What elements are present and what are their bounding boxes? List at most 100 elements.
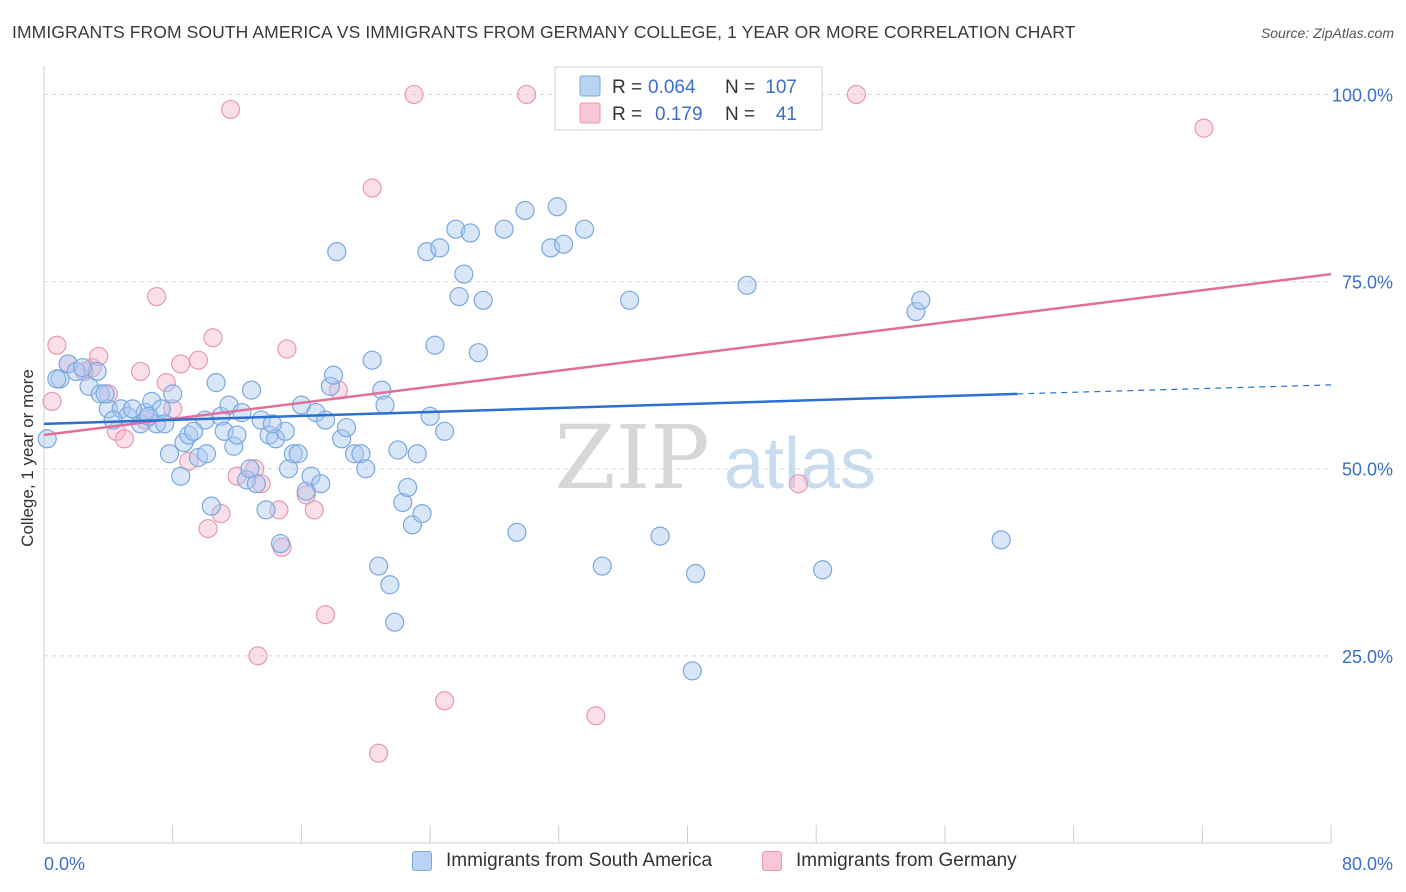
germany-point-15 bbox=[179, 451, 199, 471]
south-america-point-53 bbox=[336, 417, 357, 438]
legend-r-value-blue: 0.064 bbox=[648, 77, 696, 98]
south-america-point-13 bbox=[142, 391, 162, 411]
germany-point-14 bbox=[171, 354, 191, 374]
south-america-point-73 bbox=[434, 421, 455, 441]
south-america-point-82 bbox=[515, 200, 535, 221]
south-america-point-96 bbox=[991, 530, 1011, 550]
south-america-point-58 bbox=[369, 556, 389, 576]
south-america-point-59 bbox=[372, 380, 392, 400]
germany-point-36 bbox=[517, 84, 537, 105]
germany-point-33 bbox=[369, 743, 389, 763]
south-america-point-77 bbox=[460, 223, 480, 243]
germany-point-40 bbox=[1194, 118, 1214, 138]
legend-item-south-america: Immigrants from South America bbox=[412, 850, 712, 872]
germany-point-17 bbox=[198, 519, 218, 539]
trend-line-south-america-extension bbox=[1017, 384, 1332, 395]
legend-item-germany: Immigrants from Germany bbox=[762, 850, 1017, 872]
south-america-point-61 bbox=[380, 575, 400, 595]
south-america-point-70 bbox=[420, 406, 440, 426]
legend-swatch-south-america bbox=[412, 851, 432, 871]
legend-r-value-pink: 0.179 bbox=[655, 104, 703, 125]
south-america-point-76 bbox=[454, 264, 474, 284]
x-tick-label-min: 0.0% bbox=[44, 854, 85, 874]
y-tick-labels: 25.0% 50.0% 75.0% 100.0% bbox=[1332, 85, 1393, 666]
south-america-point-38 bbox=[270, 533, 291, 554]
germany-point-24 bbox=[251, 474, 271, 494]
legend-swatch-pink bbox=[579, 102, 601, 124]
y-tick-label-3: 100.0% bbox=[1332, 85, 1393, 105]
south-america-point-5 bbox=[90, 384, 110, 404]
south-america-point-89 bbox=[650, 526, 670, 546]
south-america-point-95 bbox=[911, 290, 931, 310]
south-america-point-71 bbox=[425, 335, 445, 355]
legend-n-label-pink: N = bbox=[725, 104, 755, 125]
y-tick-label-1: 50.0% bbox=[1342, 460, 1393, 480]
germany-point-12 bbox=[156, 373, 176, 393]
south-america-point-63 bbox=[388, 440, 408, 460]
germany-point-30 bbox=[315, 605, 336, 625]
south-america-point-37 bbox=[266, 429, 286, 449]
germany-point-11 bbox=[147, 286, 167, 307]
series-germany-points bbox=[42, 84, 1214, 763]
watermark: ZIP atlas bbox=[554, 406, 876, 509]
south-america-point-92 bbox=[737, 275, 757, 295]
germany-point-16 bbox=[188, 350, 209, 370]
south-america-point-34 bbox=[251, 410, 271, 430]
south-america-point-29 bbox=[227, 425, 247, 445]
germany-point-8 bbox=[114, 429, 135, 449]
south-america-point-104 bbox=[196, 444, 217, 464]
south-america-point-68 bbox=[412, 504, 432, 524]
south-america-point-2 bbox=[58, 354, 78, 374]
south-america-point-41 bbox=[283, 444, 303, 464]
south-america-point-84 bbox=[547, 197, 567, 217]
south-america-point-24 bbox=[206, 373, 226, 393]
south-america-point-106 bbox=[262, 414, 283, 434]
germany-point-19 bbox=[211, 504, 231, 524]
y-tick-label-0: 25.0% bbox=[1342, 647, 1393, 667]
south-america-point-74 bbox=[446, 219, 466, 239]
south-america-point-45 bbox=[301, 466, 321, 486]
germany-point-35 bbox=[434, 691, 455, 711]
south-america-point-85 bbox=[554, 234, 574, 254]
stats-legend: R = 0.064 N = 107 R = 0.179 N = 41 bbox=[554, 66, 823, 131]
trend-line-germany bbox=[43, 272, 1332, 437]
y-tick-label-2: 75.0% bbox=[1342, 273, 1393, 293]
germany-point-23 bbox=[248, 646, 268, 666]
legend-label-south-america: Immigrants from South America bbox=[446, 850, 713, 871]
south-america-point-100 bbox=[122, 399, 143, 419]
south-america-point-4 bbox=[79, 376, 99, 396]
germany-point-27 bbox=[277, 339, 297, 359]
germany-point-29 bbox=[304, 500, 324, 520]
legend-swatch-germany bbox=[762, 851, 782, 871]
y-axis-label: College, 1 year or more bbox=[18, 369, 37, 547]
south-america-point-56 bbox=[356, 459, 376, 479]
south-america-point-64 bbox=[393, 492, 413, 513]
south-america-point-51 bbox=[327, 242, 347, 262]
germany-point-37 bbox=[586, 706, 606, 726]
south-america-point-0 bbox=[37, 429, 57, 449]
source-label: Source: ZipAtlas.com bbox=[1260, 25, 1394, 41]
south-america-point-65 bbox=[397, 477, 418, 498]
germany-point-18 bbox=[203, 328, 223, 348]
trend-lines bbox=[43, 272, 1332, 437]
legend-n-value-blue: 107 bbox=[765, 77, 797, 98]
south-america-point-42 bbox=[288, 444, 308, 464]
south-america-point-62 bbox=[385, 612, 405, 632]
south-america-point-28 bbox=[224, 436, 244, 456]
south-america-point-88 bbox=[619, 290, 640, 310]
south-america-point-79 bbox=[473, 290, 493, 310]
axes bbox=[43, 66, 1332, 844]
south-america-point-75 bbox=[449, 286, 469, 307]
series-legend: Immigrants from South America Immigrants… bbox=[0, 850, 1406, 880]
south-america-point-18 bbox=[171, 466, 191, 486]
legend-n-label-blue: N = bbox=[725, 77, 755, 98]
south-america-point-78 bbox=[468, 343, 488, 363]
x-tick-labels: 0.0% 80.0% bbox=[44, 854, 1393, 874]
series-south-america-points bbox=[37, 197, 1011, 681]
south-america-point-72 bbox=[430, 238, 450, 258]
legend-r-label-blue: R = bbox=[612, 77, 642, 98]
south-america-point-81 bbox=[507, 522, 527, 542]
watermark-atlas: atlas bbox=[724, 424, 876, 504]
south-america-point-97 bbox=[47, 369, 67, 389]
